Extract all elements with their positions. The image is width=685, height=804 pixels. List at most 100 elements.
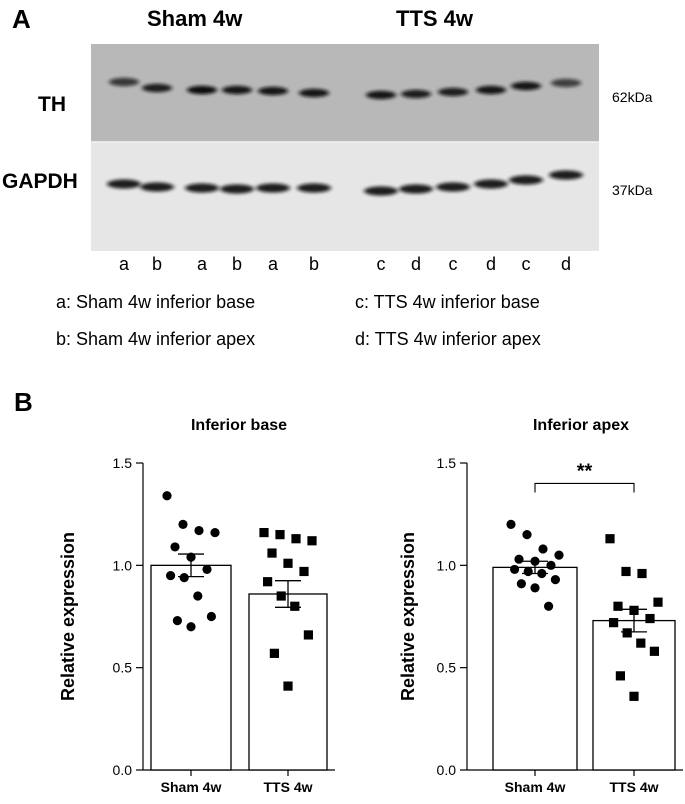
band-th — [366, 90, 396, 100]
data-point — [210, 527, 220, 538]
lane-label: d — [410, 254, 421, 274]
data-point — [636, 638, 646, 648]
group-label-sham: Sham 4w — [147, 6, 243, 31]
bar-charts: Inferior base Relative expression 0.0 0.5 1.… — [58, 417, 683, 795]
blot-gapdh-strip — [91, 142, 599, 251]
y-tick-label: 0.5 — [437, 660, 457, 676]
band-th — [187, 85, 217, 95]
data-point — [193, 591, 203, 601]
band-gapdh — [256, 183, 290, 193]
data-point — [186, 622, 196, 632]
band-label-gapdh: GAPDH — [2, 170, 78, 193]
data-point — [649, 646, 659, 656]
data-point — [523, 566, 533, 577]
band-gapdh — [220, 184, 254, 194]
bar — [150, 564, 232, 771]
data-point — [637, 568, 647, 579]
data-point — [509, 564, 520, 575]
data-point — [554, 550, 564, 560]
lane-label: c — [448, 254, 458, 274]
chart-title: Inferior apex — [533, 417, 629, 434]
band-th — [476, 85, 506, 95]
western-blot-image — [91, 44, 599, 251]
band-gapdh — [107, 179, 141, 189]
y-tick-label: 0.0 — [437, 762, 457, 778]
y-tick-label: 0.5 — [113, 660, 133, 676]
data-point — [263, 577, 273, 587]
band-th — [142, 83, 172, 93]
band-gapdh — [185, 183, 219, 193]
x-tick-label: TTS 4w — [263, 779, 312, 795]
lane-label: c — [376, 254, 386, 274]
data-point — [609, 618, 619, 628]
bar — [492, 566, 578, 771]
band-th — [438, 87, 468, 97]
blot-th-strip — [91, 44, 599, 142]
data-point — [653, 597, 663, 607]
y-tick-label: 0.0 — [113, 762, 133, 778]
data-point — [537, 568, 547, 579]
band-gapdh — [399, 184, 433, 194]
band-th — [109, 77, 139, 87]
significance-label: ** — [577, 460, 593, 482]
lane-label: a — [267, 254, 278, 274]
data-point — [303, 630, 313, 640]
band-gapdh — [474, 179, 508, 189]
band-th — [299, 88, 329, 98]
data-point — [269, 648, 279, 658]
legend-d: d: TTS 4w inferior apex — [355, 329, 541, 349]
y-tick-label: 1.0 — [437, 557, 457, 573]
band-th — [511, 81, 541, 91]
data-point — [283, 558, 293, 568]
lane-label: d — [560, 254, 571, 274]
data-point — [544, 601, 554, 611]
data-point — [514, 554, 524, 564]
lane-label: b — [231, 254, 242, 274]
data-point — [538, 544, 548, 554]
data-point — [186, 552, 196, 562]
data-point — [291, 534, 301, 544]
data-point — [522, 530, 532, 540]
band-th — [258, 86, 288, 96]
data-point — [307, 536, 317, 546]
data-point — [283, 681, 293, 691]
data-point — [259, 527, 269, 538]
data-point — [605, 534, 615, 544]
data-point — [275, 530, 285, 540]
band-gapdh — [549, 170, 583, 180]
data-point — [629, 691, 639, 701]
kda-label-top: 62kDa — [612, 89, 653, 105]
y-axis-label: Relative expression — [58, 532, 78, 701]
legend-c: c: TTS 4w inferior base — [355, 292, 540, 312]
legend-a: a: Sham 4w inferior base — [56, 292, 256, 312]
chart-title: Inferior base — [191, 417, 287, 434]
y-tick-label: 1.0 — [113, 557, 133, 573]
lane-label: b — [308, 254, 319, 274]
significance-bracket — [534, 482, 635, 493]
x-tick-label: Sham 4w — [505, 779, 566, 795]
band-gapdh — [509, 175, 543, 185]
data-point — [276, 591, 286, 601]
lane-label: a — [196, 254, 207, 274]
data-point — [530, 556, 540, 566]
band-th — [551, 78, 581, 88]
data-point — [202, 564, 212, 575]
data-point — [179, 573, 189, 583]
data-point — [206, 611, 216, 622]
y-tick-label: 1.5 — [437, 455, 457, 471]
y-axis-label: Relative expression — [398, 532, 418, 701]
data-point — [546, 560, 556, 570]
band-gapdh — [297, 183, 331, 193]
data-point — [172, 615, 182, 626]
band-gapdh — [364, 186, 398, 196]
band-th — [401, 89, 431, 99]
band-th — [222, 85, 252, 95]
legend-b: b: Sham 4w inferior apex — [56, 329, 256, 349]
lane-label: a — [118, 254, 129, 274]
data-point — [506, 519, 516, 529]
data-point — [613, 601, 623, 611]
data-point — [645, 613, 655, 624]
data-point — [629, 605, 639, 615]
data-point — [550, 575, 561, 585]
data-point — [162, 491, 172, 501]
